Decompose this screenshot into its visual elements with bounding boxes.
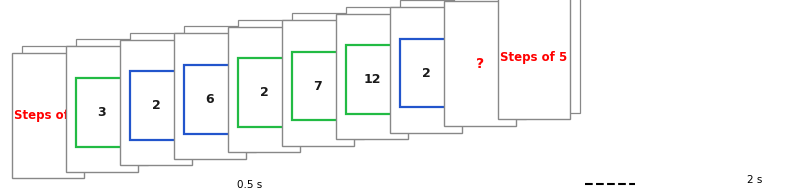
Text: 2: 2 — [152, 99, 160, 112]
Bar — [508, 0, 580, 113]
Text: Steps of 5: Steps of 5 — [500, 51, 568, 63]
Bar — [238, 20, 310, 145]
Bar — [76, 78, 128, 146]
Bar — [174, 34, 246, 158]
Text: 12: 12 — [363, 73, 381, 86]
Text: ?: ? — [476, 57, 484, 70]
Bar — [336, 14, 408, 139]
Text: 3: 3 — [98, 106, 106, 119]
Bar — [444, 1, 516, 126]
Bar — [22, 46, 94, 171]
Text: 6: 6 — [206, 93, 214, 106]
Bar — [346, 7, 418, 132]
Bar — [130, 71, 182, 140]
Bar — [454, 0, 526, 119]
Text: Steps of 3: Steps of 3 — [14, 109, 82, 122]
Text: 7: 7 — [314, 80, 322, 93]
Bar — [130, 33, 202, 158]
Text: 0.5 s: 0.5 s — [238, 180, 262, 190]
Bar — [184, 65, 236, 134]
Text: 2: 2 — [422, 67, 430, 80]
Bar — [238, 58, 290, 127]
Bar — [184, 26, 256, 152]
Bar — [282, 20, 354, 146]
Bar — [390, 8, 462, 133]
Bar — [228, 27, 300, 152]
Bar — [498, 0, 570, 119]
Text: 2: 2 — [260, 86, 268, 99]
Bar — [346, 45, 398, 114]
Bar — [400, 1, 472, 125]
Bar — [76, 40, 148, 164]
Bar — [292, 14, 364, 139]
Text: 2 s: 2 s — [747, 175, 762, 185]
Bar — [292, 52, 344, 120]
Bar — [66, 47, 138, 172]
Bar — [12, 53, 84, 178]
Bar — [120, 40, 192, 165]
Bar — [400, 39, 452, 108]
